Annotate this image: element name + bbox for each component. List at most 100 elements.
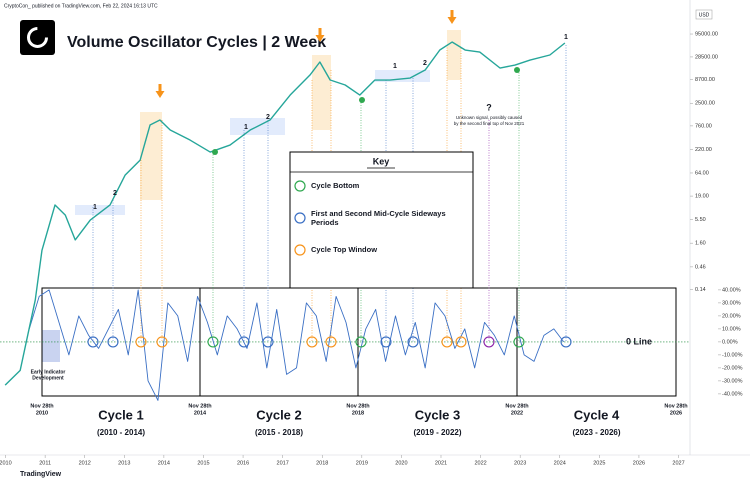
header: CryptoCon_ published on TradingView.com,… [4, 3, 158, 9]
signal-circle [156, 336, 168, 348]
x-tick-label: 2016 [237, 460, 249, 466]
early-zone [42, 330, 60, 362]
top-arrow [447, 10, 457, 24]
signal-circle [107, 336, 119, 348]
cycle-start: 2010 [36, 410, 48, 416]
y2-tick-label: -30.00% [722, 378, 743, 384]
y-tick-label: 28500.00 [695, 54, 718, 60]
mid-cycle-label: 1 [93, 204, 97, 211]
cycle-range: (2019 - 2022) [413, 428, 461, 437]
signal-circle [407, 336, 419, 348]
unknown-note: by the second final top of Nov 2021 [454, 121, 525, 126]
early-note: Development [32, 375, 64, 381]
cycle-range: (2023 - 2026) [572, 428, 620, 437]
cycle-start: 2018 [352, 410, 364, 416]
y-tick-label: 760.00 [695, 123, 712, 129]
bottom-dot [212, 149, 218, 155]
cycle-start: Nov 28th [505, 403, 529, 409]
y2-tick-label: 30.00% [722, 300, 741, 306]
early-note: Early Indicator [31, 369, 66, 375]
key-title: Key [373, 156, 390, 166]
cycle-start: Nov 28th [188, 403, 212, 409]
logo [20, 20, 55, 55]
cycle-name: Cycle 1 [98, 407, 144, 422]
cycle-name: Cycle 2 [256, 407, 302, 422]
signal-circle [135, 336, 147, 348]
cycle-start: 2026 [670, 410, 682, 416]
currency-box [695, 9, 713, 20]
y2-tick-label: 10.00% [722, 326, 741, 332]
x-tick-label: 2012 [79, 460, 91, 466]
y-tick-label: 8700.00 [695, 77, 715, 83]
x-tick-label: 2010 [0, 460, 12, 466]
bottom-dot [359, 97, 365, 103]
mid-cycle-label: 2 [113, 190, 117, 197]
x-tick-label: 2014 [158, 460, 170, 466]
y-tick-label: 19.00 [695, 194, 709, 200]
cycle-start: 2014 [194, 410, 207, 416]
question-mark: ? [486, 102, 492, 112]
cycle-start: Nov 28th [664, 403, 688, 409]
mid-cycle-label: 1 [244, 124, 248, 131]
signal-circle [207, 336, 219, 348]
y-tick-label: 95000.00 [695, 31, 718, 37]
y2-tick-label: -10.00% [722, 352, 743, 358]
x-tick-label: 2018 [316, 460, 328, 466]
zero-line-label: 0 Line [626, 336, 652, 346]
signal-circle [238, 336, 250, 348]
signal-circle [560, 336, 572, 348]
bottom-dot [514, 67, 520, 73]
key-box [289, 151, 474, 289]
signal-circle [306, 336, 318, 348]
signal-circle [513, 336, 525, 348]
y-tick-label: 2500.00 [695, 101, 715, 107]
y-tick-label: 220.00 [695, 147, 712, 153]
y-tick-label: 1.60 [695, 241, 706, 247]
mid-cycle-label: 2 [266, 114, 270, 121]
y-tick-label: 64.00 [695, 170, 709, 176]
key-item: Cycle Bottom [311, 181, 360, 190]
y2-tick-label: 40.00% [722, 287, 741, 293]
y2-tick-label: -40.00% [722, 391, 743, 397]
signal-circle [87, 336, 99, 348]
key-item: First and Second Mid-Cycle Sideways [311, 209, 446, 218]
x-tick-label: 2026 [633, 460, 645, 466]
y-tick-label: 0.46 [695, 264, 706, 270]
y-tick-label: 0.14 [695, 287, 706, 293]
signal-circle [483, 336, 495, 348]
signal-circle [455, 336, 467, 348]
y2-tick-label: 0.00% [722, 339, 738, 345]
x-tick-label: 2024 [554, 460, 566, 466]
x-tick-label: 2017 [277, 460, 289, 466]
series-line [28, 289, 565, 401]
signal-circle [355, 336, 367, 348]
y2-tick-label: 20.00% [722, 313, 741, 319]
series-line [4, 41, 566, 386]
x-tick-label: 2019 [356, 460, 368, 466]
sideways-zone [375, 70, 430, 82]
signal-circle [325, 336, 337, 348]
signal-circle [262, 336, 274, 348]
key-swatch [294, 244, 306, 256]
x-tick-label: 2023 [514, 460, 526, 466]
x-tick-label: 2015 [197, 460, 209, 466]
x-tick-label: 2020 [395, 460, 407, 466]
y-tick-label: 5.50 [695, 217, 706, 223]
chart-title: Volume Oscillator Cycles | 2 Week [67, 34, 326, 51]
key-swatch [294, 212, 306, 224]
cycle-name: Cycle 4 [574, 407, 620, 422]
x-tick-label: 2027 [672, 460, 684, 466]
sideways-zone [75, 205, 125, 215]
logo-mark [27, 27, 48, 48]
mid-cycle-label: 2 [423, 60, 427, 67]
mid-cycle-label: 1 [564, 34, 568, 41]
cycle-start: Nov 28th [30, 403, 54, 409]
currency: USD [699, 12, 710, 18]
signal-circle [380, 336, 392, 348]
y2-tick-label: -20.00% [722, 365, 743, 371]
x-tick-label: 2013 [118, 460, 130, 466]
x-tick-label: 2011 [39, 460, 51, 466]
x-tick-label: 2021 [435, 460, 447, 466]
key-swatch [294, 180, 306, 192]
